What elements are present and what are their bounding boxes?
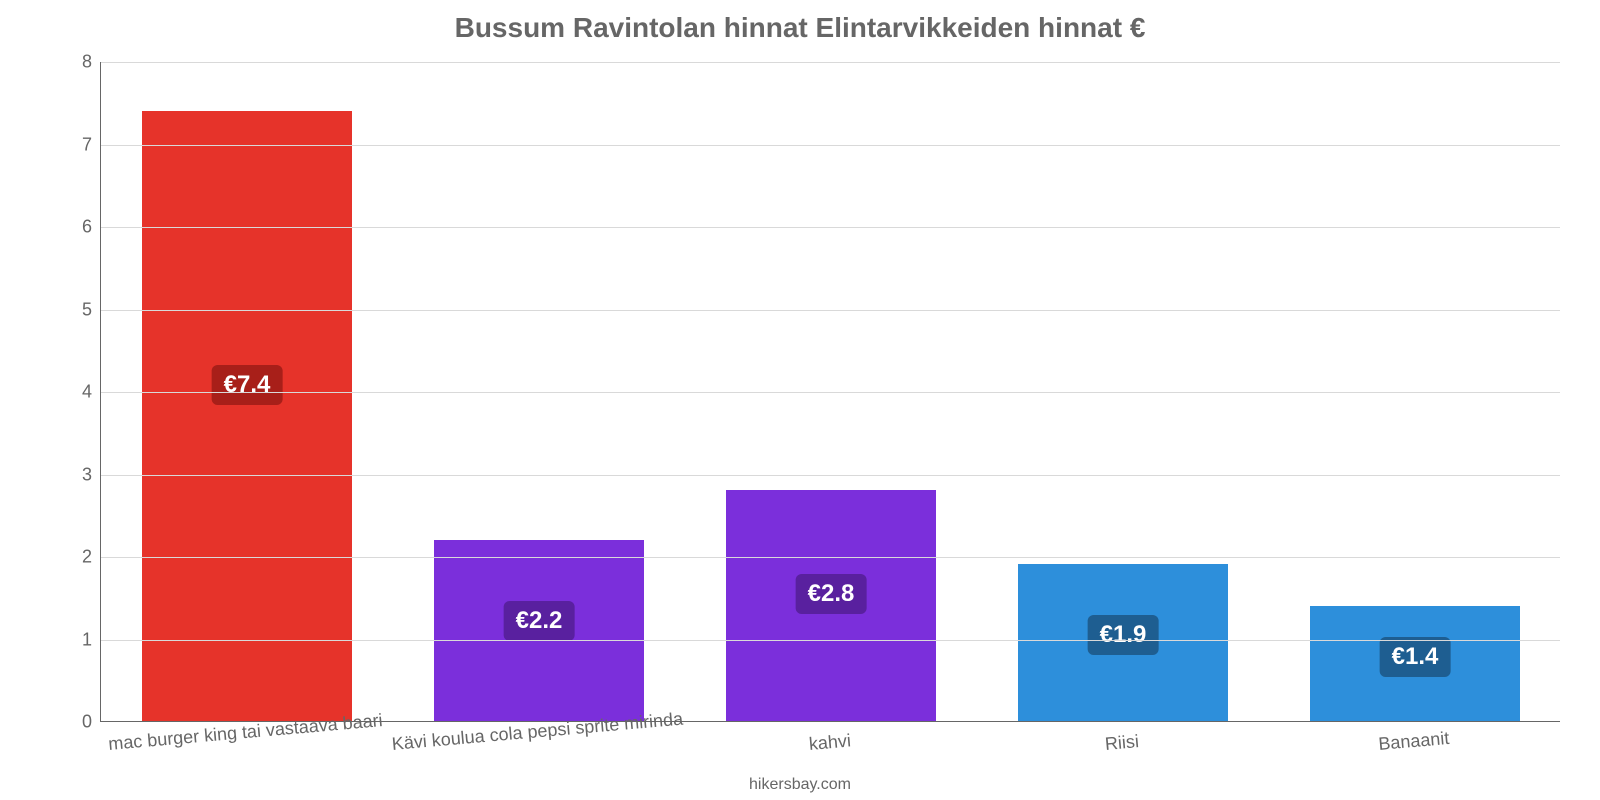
plot-area: €7.4 €2.2 €2.8 €1.9 €1.4 [100,62,1560,722]
y-tick-label: 0 [52,712,92,733]
gridline [101,310,1560,311]
gridline [101,145,1560,146]
chart-container: Bussum Ravintolan hinnat Elintarvikkeide… [0,0,1600,800]
bar: €2.8 [726,490,936,721]
x-tick-label: Riisi [1104,731,1140,755]
value-badge: €1.9 [1088,615,1159,655]
y-tick-label: 3 [52,464,92,485]
value-badge: €2.2 [504,601,575,641]
gridline [101,227,1560,228]
x-tick-label: kahvi [808,730,852,755]
gridline [101,640,1560,641]
y-tick-label: 7 [52,134,92,155]
value-badge: €7.4 [212,365,283,405]
gridline [101,475,1560,476]
bar: €1.9 [1018,564,1228,721]
chart-title: Bussum Ravintolan hinnat Elintarvikkeide… [0,12,1600,44]
y-tick-label: 2 [52,547,92,568]
y-tick-label: 8 [52,52,92,73]
value-badge: €2.8 [796,574,867,614]
bar: €7.4 [142,111,352,722]
gridline [101,392,1560,393]
bar: €2.2 [434,540,644,722]
x-tick-label: Banaanit [1378,728,1451,755]
attribution-text: hikersbay.com [0,776,1600,794]
gridline [101,557,1560,558]
bar: €1.4 [1310,606,1520,722]
y-tick-label: 1 [52,629,92,650]
y-tick-label: 6 [52,217,92,238]
value-badge: €1.4 [1380,637,1451,677]
y-tick-label: 4 [52,382,92,403]
gridline [101,62,1560,63]
y-tick-label: 5 [52,299,92,320]
